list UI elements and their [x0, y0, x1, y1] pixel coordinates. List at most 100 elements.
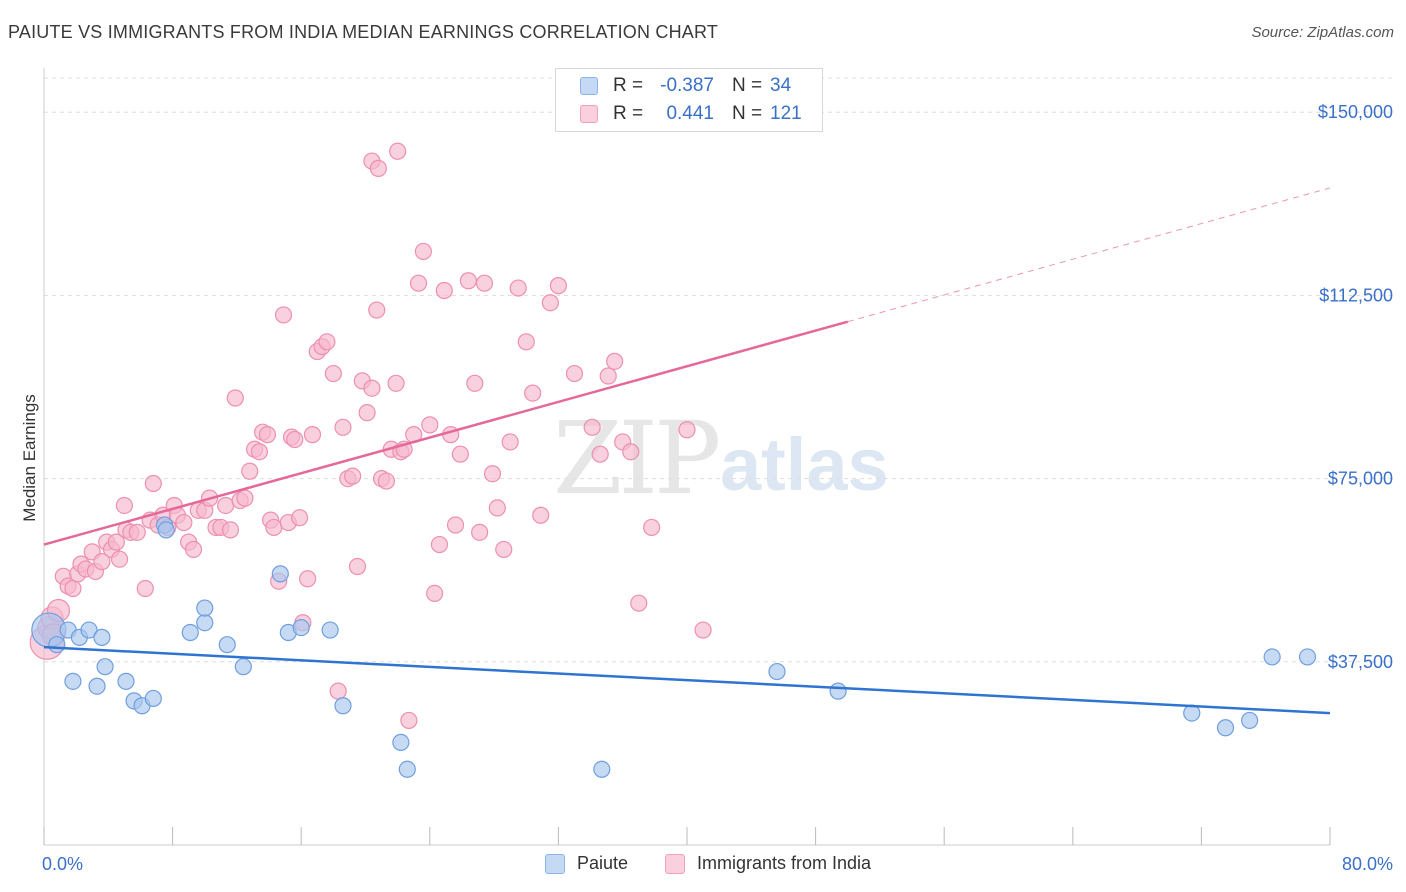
paiute-point — [334, 697, 352, 715]
paiute-point — [768, 662, 786, 681]
x-tick-label-min: 0.0% — [42, 854, 83, 874]
paiute-point — [117, 672, 135, 690]
india-point — [459, 272, 477, 290]
legend-r-value: 0.441 — [666, 103, 714, 124]
india-point — [318, 333, 336, 351]
india-point — [599, 367, 617, 385]
india-point — [358, 404, 376, 422]
india-point — [495, 540, 513, 559]
india-point — [630, 594, 648, 612]
india-point — [175, 513, 193, 532]
trend-line-india — [43, 320, 849, 546]
paiute-point — [1263, 648, 1281, 666]
paiute-point — [234, 658, 252, 676]
india-point — [334, 418, 352, 436]
india-point — [694, 621, 712, 639]
india-point — [290, 509, 309, 527]
x-tick-label-max: 80.0% — [1342, 854, 1393, 874]
india-point — [363, 379, 381, 397]
india-point — [236, 489, 254, 507]
india-point — [532, 506, 550, 524]
india-point — [501, 433, 519, 451]
india-point — [583, 418, 601, 436]
paiute-point — [392, 733, 410, 752]
india-point — [643, 518, 661, 537]
watermark-atlas: atlas — [720, 423, 889, 506]
india-point — [226, 389, 244, 407]
y-tick-label: $37,500 — [1328, 652, 1393, 672]
india-point — [488, 499, 506, 517]
india-point — [678, 421, 696, 439]
india-point — [107, 533, 125, 551]
india-point — [368, 301, 386, 319]
y-tick-label: $112,500 — [1319, 285, 1393, 305]
india-point — [221, 521, 240, 539]
trend-lines — [43, 187, 1331, 715]
india-point — [565, 364, 584, 383]
india-point — [451, 445, 469, 463]
watermark-zip: ZIP — [553, 400, 721, 517]
paiute-point — [1216, 719, 1235, 737]
bottom-legend-swatch-paiute — [545, 854, 565, 874]
correlation-legend: R = -0.387 N = 34 R = 0.441 N = 121 — [555, 68, 823, 132]
india-points — [29, 142, 712, 730]
india-point — [426, 584, 444, 603]
bottom-legend-swatch-india — [665, 854, 685, 874]
india-point — [400, 711, 418, 730]
india-point — [591, 445, 609, 463]
paiute-point — [1298, 648, 1317, 666]
paiute-point — [593, 760, 611, 778]
paiute-points — [31, 516, 1317, 778]
india-point — [414, 242, 432, 261]
paiute-point — [48, 636, 66, 654]
trend-line-paiute — [43, 645, 1331, 715]
paiute-point — [1241, 711, 1259, 730]
legend-r-label: R = — [613, 75, 644, 96]
legend-n-label: N = — [732, 103, 763, 124]
trend-line-extension-india — [847, 187, 1331, 323]
india-point — [64, 579, 82, 598]
paiute-point — [96, 658, 114, 676]
india-point — [622, 443, 640, 461]
chart-title: PAIUTE VS IMMIGRANTS FROM INDIA MEDIAN E… — [8, 22, 719, 42]
india-point — [387, 374, 405, 392]
y-tick-label: $150,000 — [1318, 102, 1393, 122]
india-point — [517, 333, 535, 351]
india-point — [524, 384, 542, 402]
legend-row-india: R = 0.441 N = 121 — [556, 101, 822, 127]
paiute-point — [196, 614, 214, 632]
legend-n-value: 34 — [770, 75, 792, 96]
india-point — [421, 416, 439, 434]
paiute-point — [144, 689, 162, 708]
paiute-point — [292, 619, 310, 637]
india-point — [265, 518, 283, 537]
india-point — [115, 496, 133, 515]
bottom-legend-label-paiute: Paiute — [577, 853, 629, 873]
india-point — [446, 516, 465, 534]
paiute-point — [829, 682, 847, 700]
india-point — [541, 294, 559, 312]
india-point — [144, 474, 162, 493]
legend-n-value: 121 — [770, 103, 802, 124]
axes — [43, 68, 1331, 846]
paiute-point — [398, 760, 416, 778]
india-point — [409, 274, 428, 292]
india-point — [471, 523, 489, 541]
india-point — [329, 682, 347, 700]
india-point — [184, 540, 203, 559]
bottom-legend-label-india: Immigrants from India — [697, 853, 872, 873]
paiute-point — [181, 623, 199, 642]
india-point — [369, 159, 387, 177]
y-tick-label: $75,000 — [1328, 469, 1393, 489]
legend-r-label: R = — [613, 103, 644, 124]
india-point — [435, 281, 453, 300]
india-point — [274, 306, 293, 324]
india-point — [258, 426, 277, 444]
india-point — [303, 426, 322, 444]
legend-row-paiute: R = -0.387 N = 34 — [556, 73, 822, 99]
india-point — [217, 496, 235, 515]
paiute-point — [218, 636, 236, 654]
legend-swatch-india — [580, 105, 598, 123]
india-point — [348, 557, 367, 576]
